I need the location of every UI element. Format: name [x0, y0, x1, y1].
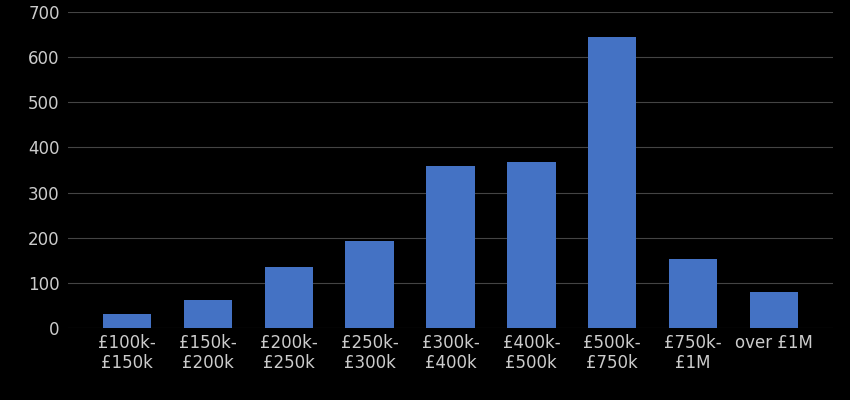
- Bar: [184, 300, 232, 328]
- Bar: [669, 259, 717, 328]
- Bar: [588, 37, 637, 328]
- Bar: [507, 162, 556, 328]
- Bar: [426, 166, 475, 328]
- Bar: [750, 292, 798, 328]
- Bar: [345, 241, 394, 328]
- Bar: [103, 314, 151, 328]
- Bar: [264, 267, 313, 328]
